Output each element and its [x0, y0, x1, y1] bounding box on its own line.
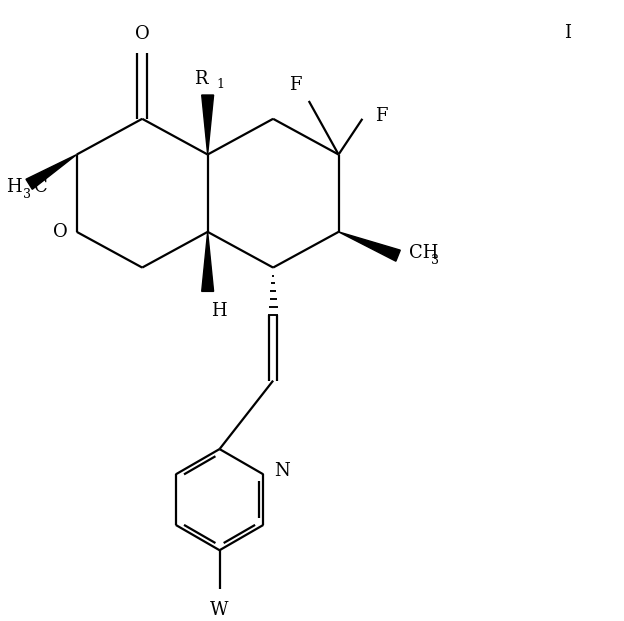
Text: W: W — [210, 601, 229, 619]
Polygon shape — [339, 232, 400, 261]
Text: 1: 1 — [217, 78, 225, 91]
Text: O: O — [135, 25, 150, 43]
Polygon shape — [202, 232, 213, 291]
Text: O: O — [52, 223, 67, 241]
Polygon shape — [202, 95, 213, 155]
Polygon shape — [26, 155, 77, 189]
Text: I: I — [564, 24, 571, 42]
Text: 3: 3 — [23, 189, 31, 201]
Text: F: F — [290, 76, 302, 94]
Text: H: H — [6, 178, 22, 196]
Text: 3: 3 — [431, 254, 439, 267]
Text: N: N — [274, 463, 290, 481]
Text: H: H — [211, 302, 227, 320]
Text: CH: CH — [409, 243, 438, 261]
Text: C: C — [34, 178, 47, 196]
Text: R: R — [194, 70, 207, 88]
Text: F: F — [376, 107, 388, 125]
